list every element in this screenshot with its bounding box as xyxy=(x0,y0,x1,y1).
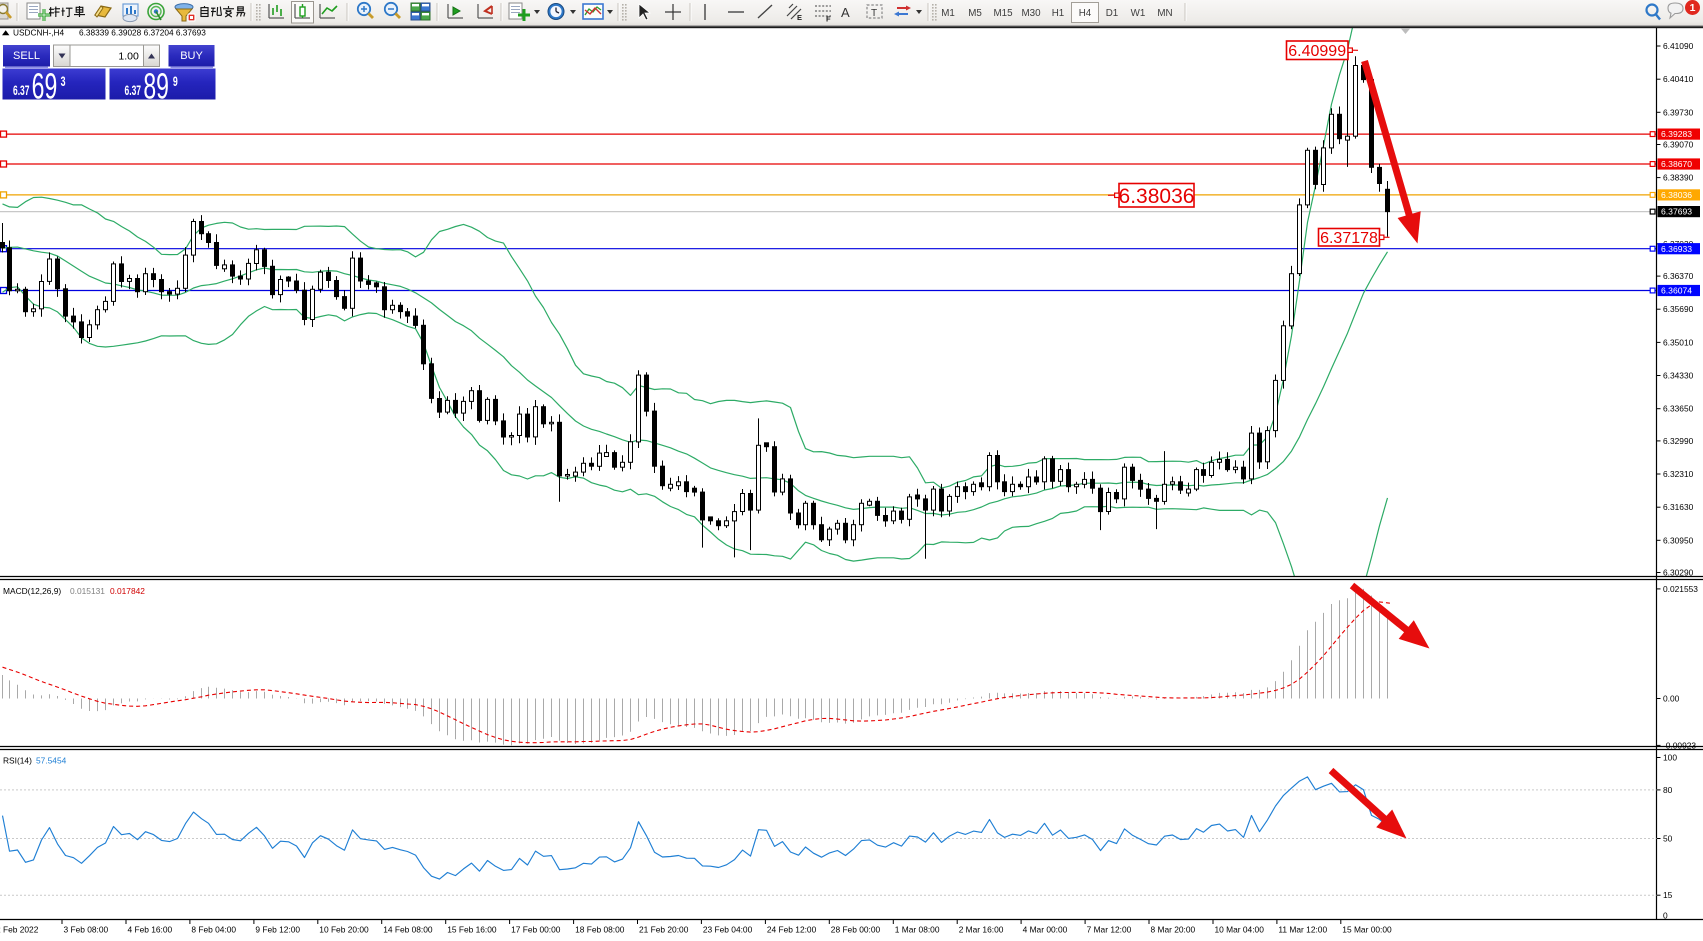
svg-text:28 Feb 00:00: 28 Feb 00:00 xyxy=(831,925,881,935)
svg-text:8 Mar 20:00: 8 Mar 20:00 xyxy=(1151,925,1196,935)
svg-text:2 Feb 2022: 2 Feb 2022 xyxy=(0,925,39,935)
svg-text:10 Feb 20:00: 10 Feb 20:00 xyxy=(319,925,369,935)
svg-text:24 Feb 12:00: 24 Feb 12:00 xyxy=(767,925,817,935)
svg-text:6.37: 6.37 xyxy=(13,84,30,98)
svg-text:69: 69 xyxy=(32,66,58,107)
svg-text:6.39070: 6.39070 xyxy=(1663,140,1694,150)
svg-text:H1: H1 xyxy=(1052,8,1065,19)
svg-text:6.39283: 6.39283 xyxy=(1661,129,1692,139)
svg-text:3: 3 xyxy=(61,74,66,90)
svg-text:6.37178: 6.37178 xyxy=(1320,230,1378,247)
svg-text:1 Mar 08:00: 1 Mar 08:00 xyxy=(895,925,940,935)
svg-text:E: E xyxy=(797,13,802,22)
svg-text:BUY: BUY xyxy=(180,50,203,62)
svg-text:2 Mar 16:00: 2 Mar 16:00 xyxy=(959,925,1004,935)
svg-text:MACD(12,26,9): MACD(12,26,9) xyxy=(3,586,61,596)
svg-text:6.40999: 6.40999 xyxy=(1288,43,1346,60)
svg-text:F: F xyxy=(826,15,831,24)
svg-text:10 Mar 04:00: 10 Mar 04:00 xyxy=(1215,925,1265,935)
svg-text:15 Feb 16:00: 15 Feb 16:00 xyxy=(447,925,497,935)
svg-text:6.35690: 6.35690 xyxy=(1663,304,1694,314)
svg-text:W1: W1 xyxy=(1131,8,1146,19)
svg-text:MN: MN xyxy=(1157,8,1172,19)
svg-text:7 Mar 12:00: 7 Mar 12:00 xyxy=(1087,925,1132,935)
svg-text:SELL: SELL xyxy=(13,50,40,62)
svg-text:6.37693: 6.37693 xyxy=(1661,207,1692,217)
svg-text:M30: M30 xyxy=(1021,8,1041,19)
svg-text:6.36370: 6.36370 xyxy=(1663,271,1694,281)
svg-text:6.36933: 6.36933 xyxy=(1661,244,1692,254)
svg-text:89: 89 xyxy=(143,66,169,107)
svg-text:0.021553: 0.021553 xyxy=(1663,584,1698,594)
svg-text:4 Feb 16:00: 4 Feb 16:00 xyxy=(128,925,173,935)
svg-text:21 Feb 20:00: 21 Feb 20:00 xyxy=(639,925,689,935)
svg-text:6.34330: 6.34330 xyxy=(1663,371,1694,381)
svg-text:0.00: 0.00 xyxy=(1663,694,1680,704)
svg-text:A: A xyxy=(841,5,850,20)
svg-text:15: 15 xyxy=(1663,890,1673,900)
svg-text:USDCNH-,H4: USDCNH-,H4 xyxy=(13,28,65,38)
svg-text:9: 9 xyxy=(173,74,178,90)
svg-text:6.41090: 6.41090 xyxy=(1663,41,1694,51)
svg-text:M1: M1 xyxy=(941,8,955,19)
svg-text:M5: M5 xyxy=(968,8,982,19)
svg-text:6.38036: 6.38036 xyxy=(1119,185,1195,208)
svg-text:6.38390: 6.38390 xyxy=(1663,173,1694,183)
svg-text:1: 1 xyxy=(1690,2,1696,14)
svg-text:18 Feb 08:00: 18 Feb 08:00 xyxy=(575,925,625,935)
svg-text:50: 50 xyxy=(1663,834,1673,844)
svg-text:23 Feb 04:00: 23 Feb 04:00 xyxy=(703,925,753,935)
svg-text:11 Mar 12:00: 11 Mar 12:00 xyxy=(1278,925,1327,935)
svg-text:1.00: 1.00 xyxy=(118,51,139,63)
svg-text:M15: M15 xyxy=(993,8,1013,19)
svg-text:8 Feb 04:00: 8 Feb 04:00 xyxy=(191,925,236,935)
svg-text:15 Mar 00:00: 15 Mar 00:00 xyxy=(1342,925,1392,935)
svg-text:6.36074: 6.36074 xyxy=(1661,286,1692,296)
svg-text:100: 100 xyxy=(1663,753,1677,763)
svg-text:6.38339 6.39028 6.37204 6.3769: 6.38339 6.39028 6.37204 6.37693 xyxy=(79,28,206,38)
svg-text:14 Feb 08:00: 14 Feb 08:00 xyxy=(383,925,433,935)
svg-text:T: T xyxy=(871,8,877,19)
svg-text:D1: D1 xyxy=(1106,8,1119,19)
svg-text:0.017842: 0.017842 xyxy=(110,586,145,596)
svg-text:-0.00923: -0.00923 xyxy=(1663,740,1696,750)
svg-text:6.31630: 6.31630 xyxy=(1663,502,1694,512)
svg-text:0.015131: 0.015131 xyxy=(70,586,105,596)
svg-text:6.38036: 6.38036 xyxy=(1661,190,1692,200)
svg-text:6.38670: 6.38670 xyxy=(1661,159,1692,169)
svg-text:0: 0 xyxy=(1663,911,1668,921)
svg-text:6.30290: 6.30290 xyxy=(1663,568,1694,578)
svg-text:6.30950: 6.30950 xyxy=(1663,535,1694,545)
svg-text:3 Feb 08:00: 3 Feb 08:00 xyxy=(64,925,109,935)
svg-text:57.5454: 57.5454 xyxy=(36,756,67,766)
svg-text:6.33650: 6.33650 xyxy=(1663,404,1694,414)
svg-text:6.35010: 6.35010 xyxy=(1663,337,1694,347)
svg-text:H4: H4 xyxy=(1079,8,1092,19)
svg-text:RSI(14): RSI(14) xyxy=(3,756,32,766)
svg-text:6.40410: 6.40410 xyxy=(1663,74,1694,84)
svg-text:17 Feb 00:00: 17 Feb 00:00 xyxy=(511,925,561,935)
svg-text:6.37: 6.37 xyxy=(124,84,141,98)
svg-text:9 Feb 12:00: 9 Feb 12:00 xyxy=(255,925,300,935)
svg-text:6.32990: 6.32990 xyxy=(1663,436,1694,446)
svg-text:6.32310: 6.32310 xyxy=(1663,469,1694,479)
svg-text:4 Mar 00:00: 4 Mar 00:00 xyxy=(1023,925,1068,935)
svg-text:6.39730: 6.39730 xyxy=(1663,107,1694,117)
svg-text:80: 80 xyxy=(1663,785,1673,795)
